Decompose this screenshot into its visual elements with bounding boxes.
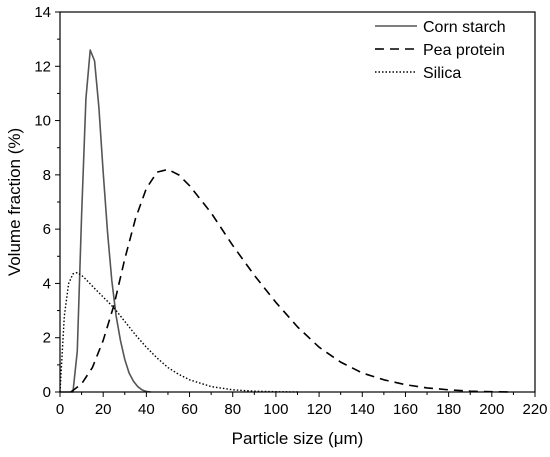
x-tick-label: 80 xyxy=(224,401,241,418)
x-tick-label: 180 xyxy=(436,401,461,418)
y-tick-label: 14 xyxy=(34,4,51,21)
x-tick-label: 160 xyxy=(393,401,418,418)
x-tick-label: 200 xyxy=(479,401,504,418)
series-line-pea-protein xyxy=(70,168,514,393)
series-line-corn-starch xyxy=(60,49,151,393)
x-tick-label: 20 xyxy=(95,401,112,418)
x-tick-label: 220 xyxy=(522,401,547,418)
x-tick-label: 140 xyxy=(350,401,375,418)
legend-label: Pea protein xyxy=(423,42,505,59)
legend-label: Corn starch xyxy=(423,19,506,36)
x-tick-label: 60 xyxy=(181,401,198,418)
y-tick-label: 12 xyxy=(34,58,51,75)
y-tick-label: 2 xyxy=(43,330,51,347)
x-tick-label: 40 xyxy=(138,401,155,418)
y-axis-title: Volume fraction (%) xyxy=(5,128,24,276)
y-tick-label: 8 xyxy=(43,167,51,184)
y-tick-label: 0 xyxy=(43,384,51,401)
x-tick-label: 100 xyxy=(263,401,288,418)
series-layer xyxy=(59,49,514,393)
x-tick-label: 0 xyxy=(56,401,64,418)
axes-layer: 0 20 40 60 80 100 120 140 160 180 200 220 0 2 4 6 8 10 12 1… xyxy=(34,4,547,418)
legend: Corn starch Pea protein Silica xyxy=(375,19,506,82)
y-tick-label: 4 xyxy=(43,275,51,292)
series-line-silica xyxy=(59,271,298,393)
y-tick-label: 6 xyxy=(43,221,51,238)
y-tick-label: 10 xyxy=(34,113,51,130)
legend-label: Silica xyxy=(423,65,461,82)
x-axis-title: Particle size (μm) xyxy=(232,429,364,448)
x-tick-label: 120 xyxy=(307,401,332,418)
plot-frame xyxy=(59,11,536,393)
